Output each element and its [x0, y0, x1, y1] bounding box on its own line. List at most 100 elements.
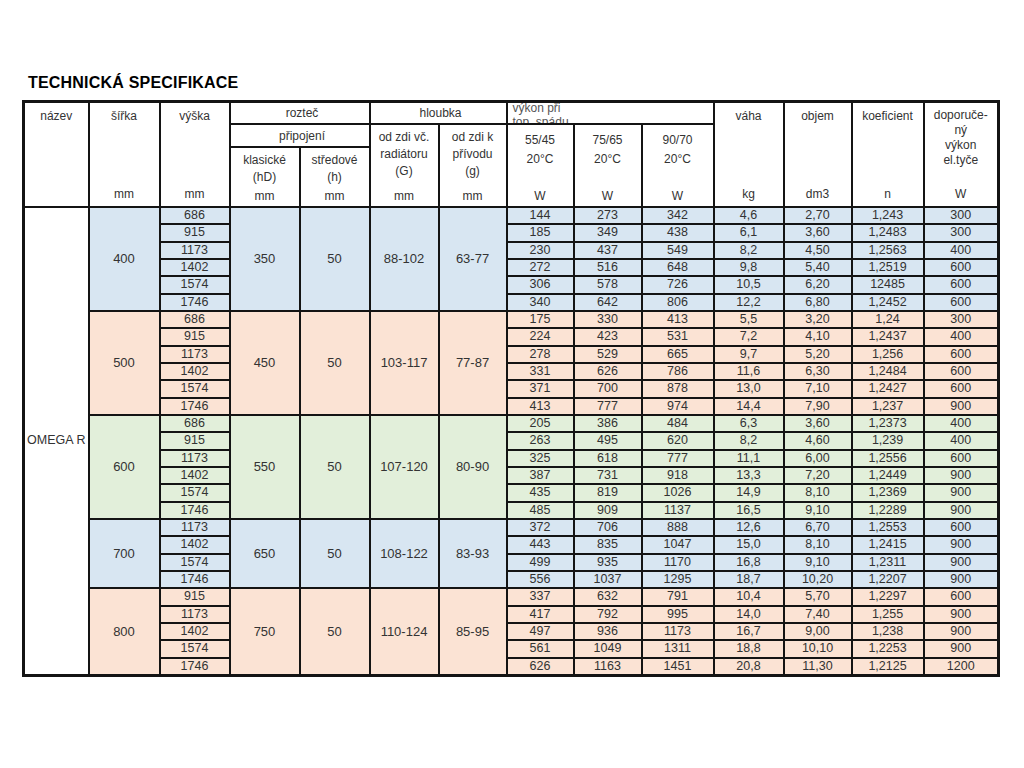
power-7565-cell: 437: [574, 242, 642, 259]
volume-cell: 5,40: [784, 259, 852, 276]
weight-cell: 13,0: [714, 380, 784, 397]
volume-cell: 9,10: [784, 502, 852, 519]
power-7565-cell: 792: [574, 606, 642, 623]
volume-cell: 6,80: [784, 294, 852, 311]
el-power-cell: 600: [924, 346, 999, 363]
spec-row: 1402443835104715,08,101,2415900: [24, 536, 999, 553]
volume-cell: 10,10: [784, 640, 852, 657]
header-depth-small-g: od zdi k přívodu (g)mm: [439, 124, 507, 207]
power-5545-cell: 561: [507, 640, 574, 657]
spec-row: 17465561037129518,710,201,2207900: [24, 571, 999, 588]
unit-mm: mm: [394, 189, 414, 203]
height-cell: 1574: [160, 276, 230, 293]
el-power-cell: 600: [924, 259, 999, 276]
el-power-cell: 300: [924, 311, 999, 328]
coefficient-cell: 1,2556: [852, 450, 924, 467]
el-power-cell: 900: [924, 606, 999, 623]
power-5545-cell: 263: [507, 432, 574, 449]
header-power-5545: 55/45 20°CW: [507, 124, 574, 207]
height-cell: 1746: [160, 294, 230, 311]
coefficient-cell: 1,256: [852, 346, 924, 363]
volume-cell: 8,10: [784, 484, 852, 501]
pitch-central-cell: 50: [300, 311, 370, 415]
el-power-cell: 900: [924, 484, 999, 501]
weight-cell: 16,7: [714, 623, 784, 640]
coefficient-cell: 1,243: [852, 207, 924, 224]
volume-cell: 3,60: [784, 224, 852, 241]
power-9070-cell: 726: [642, 276, 714, 293]
power-5545-cell: 435: [507, 484, 574, 501]
depth-g-cell: 103-117: [370, 311, 439, 415]
power-9070-cell: 648: [642, 259, 714, 276]
power-5545-cell: 626: [507, 658, 574, 676]
height-cell: 1574: [160, 484, 230, 501]
page: TECHNICKÁ SPECIFIKACE název šířkamm výšk…: [0, 0, 1024, 768]
pitch-central-cell: 50: [300, 588, 370, 675]
volume-cell: 9,10: [784, 554, 852, 571]
power-7565-cell: 777: [574, 398, 642, 415]
page-title: TECHNICKÁ SPECIFIKACE: [28, 74, 238, 92]
unit-mm: mm: [114, 187, 134, 201]
coefficient-cell: 1,2311: [852, 554, 924, 571]
pitch-classic-cell: 350: [230, 207, 300, 311]
header-depth-g: od zdi vč. radiátoru (G)mm: [370, 124, 439, 207]
power-9070-cell: 484: [642, 415, 714, 432]
power-9070-cell: 620: [642, 432, 714, 449]
volume-cell: 6,20: [784, 276, 852, 293]
coefficient-cell: 1,2253: [852, 640, 924, 657]
power-5545-cell: 499: [507, 554, 574, 571]
weight-cell: 7,2: [714, 328, 784, 345]
depth-small-g-cell: 77-87: [439, 311, 507, 415]
unit-dm3: dm3: [806, 187, 829, 201]
power-5545-cell: 331: [507, 363, 574, 380]
spec-row: 9152634956208,24,601,239400: [24, 432, 999, 449]
height-cell: 686: [160, 207, 230, 224]
el-power-cell: 600: [924, 294, 999, 311]
weight-cell: 5,5: [714, 311, 784, 328]
header-power-group: výkon při top. spádu: [507, 102, 714, 125]
weight-cell: 12,2: [714, 294, 784, 311]
power-9070-cell: 438: [642, 224, 714, 241]
header-recommended-power: doporuče- ný výkon el.tyčeW: [924, 102, 999, 208]
spec-row: 157437170087813,07,101,2427600: [24, 380, 999, 397]
weight-cell: 13,3: [714, 467, 784, 484]
coefficient-cell: 1,2452: [852, 294, 924, 311]
height-cell: 1173: [160, 519, 230, 536]
weight-cell: 14,9: [714, 484, 784, 501]
spec-row: 1746485909113716,59,101,2289900: [24, 502, 999, 519]
height-cell: 1402: [160, 623, 230, 640]
weight-cell: 14,4: [714, 398, 784, 415]
volume-cell: 6,70: [784, 519, 852, 536]
volume-cell: 8,10: [784, 536, 852, 553]
weight-cell: 6,1: [714, 224, 784, 241]
coefficient-cell: 1,2415: [852, 536, 924, 553]
weight-cell: 9,8: [714, 259, 784, 276]
height-cell: 915: [160, 588, 230, 605]
header-name: název: [24, 102, 89, 208]
weight-cell: 18,8: [714, 640, 784, 657]
el-power-cell: 900: [924, 502, 999, 519]
volume-cell: 11,30: [784, 658, 852, 676]
power-7565-cell: 936: [574, 623, 642, 640]
depth-g-cell: 107-120: [370, 415, 439, 519]
coefficient-cell: 1,2207: [852, 571, 924, 588]
depth-small-g-cell: 85-95: [439, 588, 507, 675]
header-weight: váhakg: [714, 102, 784, 208]
power-5545-cell: 325: [507, 450, 574, 467]
power-5545-cell: 224: [507, 328, 574, 345]
pitch-classic-cell: 550: [230, 415, 300, 519]
weight-cell: 20,8: [714, 658, 784, 676]
pitch-classic-cell: 750: [230, 588, 300, 675]
power-5545-cell: 556: [507, 571, 574, 588]
depth-small-g-cell: 83-93: [439, 519, 507, 588]
volume-cell: 6,00: [784, 450, 852, 467]
volume-cell: 4,10: [784, 328, 852, 345]
power-7565-cell: 642: [574, 294, 642, 311]
spec-row: 80091575050110-12485-9533763279110,45,70…: [24, 588, 999, 605]
el-power-cell: 900: [924, 467, 999, 484]
weight-cell: 8,2: [714, 432, 784, 449]
power-5545-cell: 372: [507, 519, 574, 536]
spec-row: 1574435819102614,98,101,2369900: [24, 484, 999, 501]
coefficient-cell: 1,2553: [852, 519, 924, 536]
coefficient-cell: 1,2369: [852, 484, 924, 501]
